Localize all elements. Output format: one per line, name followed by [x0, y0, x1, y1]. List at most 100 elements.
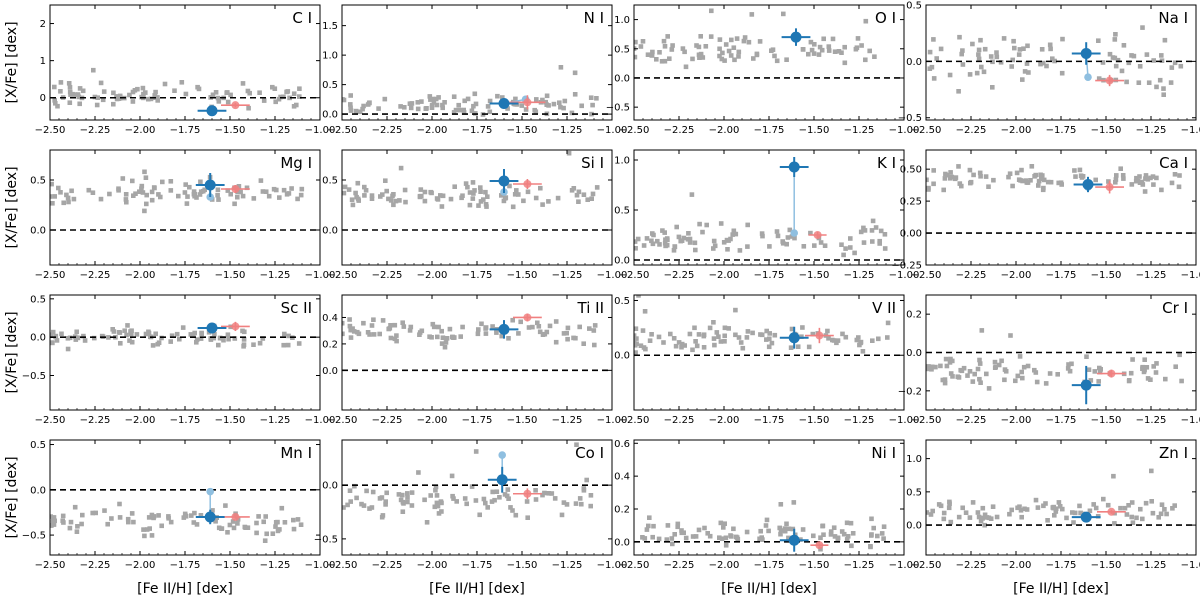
comparison-star-point [714, 330, 720, 335]
comparison-star-point [1126, 503, 1131, 508]
comparison-star-point [1025, 43, 1030, 49]
comparison-star-point [342, 320, 345, 326]
comparison-star-point [258, 178, 264, 183]
comparison-star-point [61, 200, 66, 206]
comparison-star-point [967, 515, 973, 520]
comparison-star-point [270, 84, 275, 90]
comparison-star-point [931, 181, 936, 187]
reference-star-point [231, 512, 240, 521]
comparison-star-point [885, 335, 890, 340]
comparison-star-point [963, 510, 969, 515]
comparison-star-point [574, 192, 580, 198]
comparison-star-point [670, 43, 675, 48]
comparison-star-point [959, 368, 965, 374]
comparison-star-point [225, 188, 231, 193]
comparison-star-point [981, 69, 987, 75]
comparison-star-point [124, 332, 129, 338]
comparison-star-point [434, 102, 440, 108]
comparison-star-point [1038, 172, 1043, 178]
comparison-star-point [440, 102, 445, 108]
comparison-star-point [1144, 52, 1150, 57]
comparison-star-point [671, 248, 677, 253]
panel-frame [925, 149, 1197, 266]
comparison-star-point [638, 44, 644, 49]
comparison-star-point [735, 537, 741, 542]
comparison-star-point [931, 37, 936, 42]
comparison-star-point [552, 496, 558, 501]
panel-o-i: −2.50 −2.25 −2.00 −1.75 −1.50 −1.25 −1.00−0.50… [606, 4, 919, 136]
comparison-star-point [928, 512, 934, 517]
comparison-star-point [526, 325, 532, 330]
y-tick-label: 0.25 [900, 197, 922, 208]
comparison-star-point [355, 329, 360, 335]
comparison-star-point [826, 44, 832, 49]
comparison-star-point [50, 523, 53, 528]
comparison-star-point [722, 521, 727, 526]
comparison-star-point [353, 190, 358, 196]
y-tick-label: 0.0 [614, 537, 630, 548]
comparison-star-point [717, 53, 722, 59]
comparison-star-point [1139, 179, 1145, 185]
comparison-star-point [525, 515, 530, 520]
x-tick-label: −2.50 [911, 560, 942, 571]
comparison-star-point [408, 324, 414, 330]
comparison-star-point [458, 107, 463, 113]
comparison-star-point [1113, 177, 1119, 182]
comparison-star-point [438, 499, 444, 504]
comparison-star-point [1056, 500, 1062, 505]
x-tick-label: −2.00 [417, 125, 448, 136]
comparison-star-point [436, 95, 441, 100]
comparison-star-point [50, 201, 55, 206]
target-alt-point [498, 451, 507, 459]
comparison-star-point [402, 187, 408, 193]
comparison-star-point [434, 493, 440, 498]
comparison-star-point [647, 338, 653, 343]
comparison-star-point [979, 328, 985, 333]
comparison-star-point [273, 99, 278, 105]
reference-star-point [523, 180, 532, 188]
comparison-star-point [856, 335, 861, 340]
comparison-star-point [514, 188, 519, 193]
comparison-star-point [51, 515, 57, 520]
comparison-star-point [123, 192, 129, 197]
comparison-star-point [147, 526, 152, 531]
comparison-star-point [941, 187, 946, 193]
comparison-star-point [469, 108, 475, 114]
y-tick-label: 0.0 [614, 256, 630, 267]
comparison-star-point [750, 330, 755, 336]
comparison-star-point [764, 328, 769, 334]
x-tick-label: −1.00 [889, 270, 920, 281]
comparison-star-point [811, 533, 816, 539]
comparison-star-point [986, 184, 991, 189]
comparison-star-point [483, 500, 488, 506]
target-point [204, 511, 216, 523]
comparison-star-point [236, 184, 242, 189]
comparison-star-point [183, 182, 188, 187]
x-tick-label: −1.75 [462, 125, 493, 136]
comparison-star-point [72, 504, 78, 510]
comparison-star-point [934, 56, 939, 61]
comparison-star-point [646, 523, 651, 529]
comparison-star-point [588, 493, 594, 498]
comparison-star-point [369, 505, 375, 510]
target-alt-point [206, 487, 214, 496]
comparison-star-point [77, 86, 83, 91]
comparison-star-point [53, 101, 58, 106]
panel-si-i: −2.50 −2.25 −2.00 −1.75 −1.50 −1.25 −1.00 0.0 0.… [322, 149, 627, 281]
comparison-star-point [291, 104, 297, 109]
x-tick-label: −2.25 [80, 125, 111, 136]
x-tick-label: −1.25 [844, 415, 875, 426]
comparison-star-point [1032, 174, 1037, 179]
comparison-star-point [669, 536, 675, 541]
comparison-star-point [1126, 60, 1132, 66]
comparison-star-point [497, 495, 502, 500]
comparison-star-point [561, 105, 566, 111]
comparison-star-point [342, 190, 347, 196]
comparison-star-point [429, 190, 434, 196]
comparison-star-point [382, 96, 388, 102]
comparison-star-point [505, 487, 511, 492]
comparison-star-point [660, 228, 665, 233]
comparison-star-point [842, 60, 848, 66]
comparison-star-point [1176, 184, 1182, 190]
comparison-star-point [533, 488, 538, 493]
